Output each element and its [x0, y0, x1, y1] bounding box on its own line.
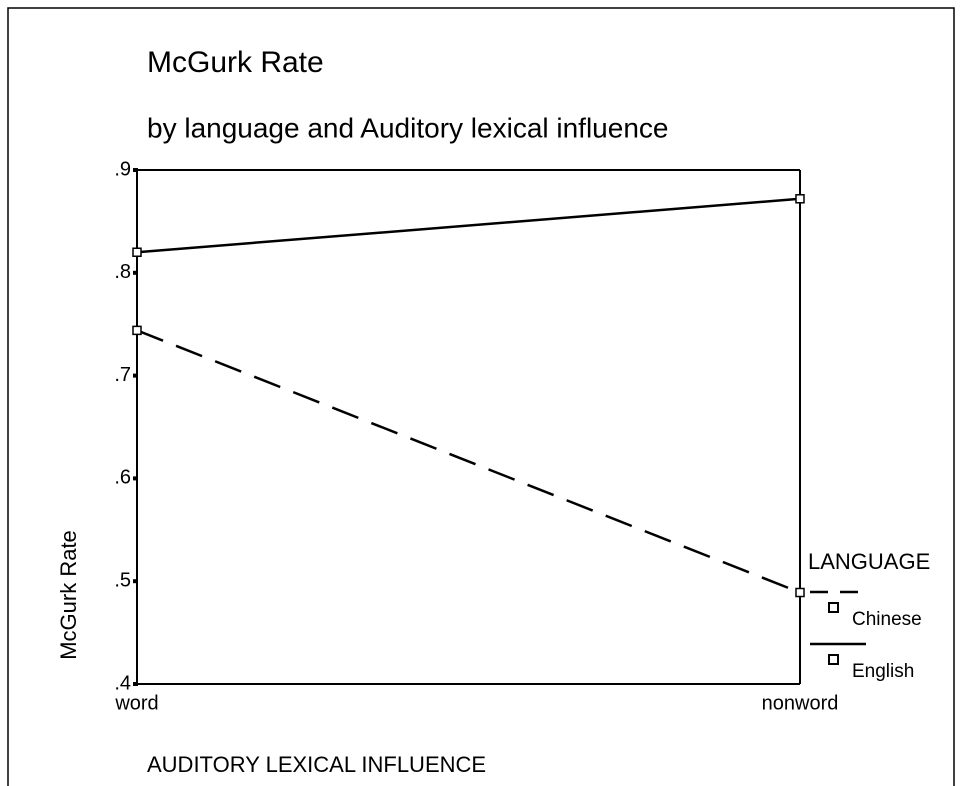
- point-marker: [795, 587, 805, 598]
- series-line: [136, 197, 801, 254]
- legend-marker: [828, 654, 839, 665]
- chart-title: McGurk Rate: [147, 46, 324, 79]
- y-tick-label: .8: [114, 261, 131, 283]
- legend-label: English: [852, 661, 914, 682]
- y-axis-label: McGurk Rate: [56, 530, 81, 660]
- legend-label: Chinese: [852, 609, 922, 630]
- point-marker: [132, 325, 142, 336]
- x-tick-label: nonword: [762, 692, 839, 714]
- x-tick-label: word: [114, 692, 158, 714]
- point-marker: [132, 247, 142, 257]
- y-tick-label: .9: [114, 158, 131, 180]
- chart-subtitle: by language and Auditory lexical influen…: [147, 112, 668, 143]
- y-tick-label: .6: [114, 467, 131, 489]
- series-line: [136, 329, 801, 594]
- frame: [7, 7, 955, 786]
- point-marker: [795, 194, 805, 204]
- y-tick-label: .7: [114, 364, 131, 386]
- legend-title: LANGUAGE: [808, 549, 930, 574]
- x-axis-label: AUDITORY LEXICAL INFLUENCE: [147, 752, 486, 777]
- y-tick-label: .5: [114, 569, 131, 591]
- legend-marker: [828, 602, 839, 613]
- y-tick-label: .4: [114, 672, 131, 694]
